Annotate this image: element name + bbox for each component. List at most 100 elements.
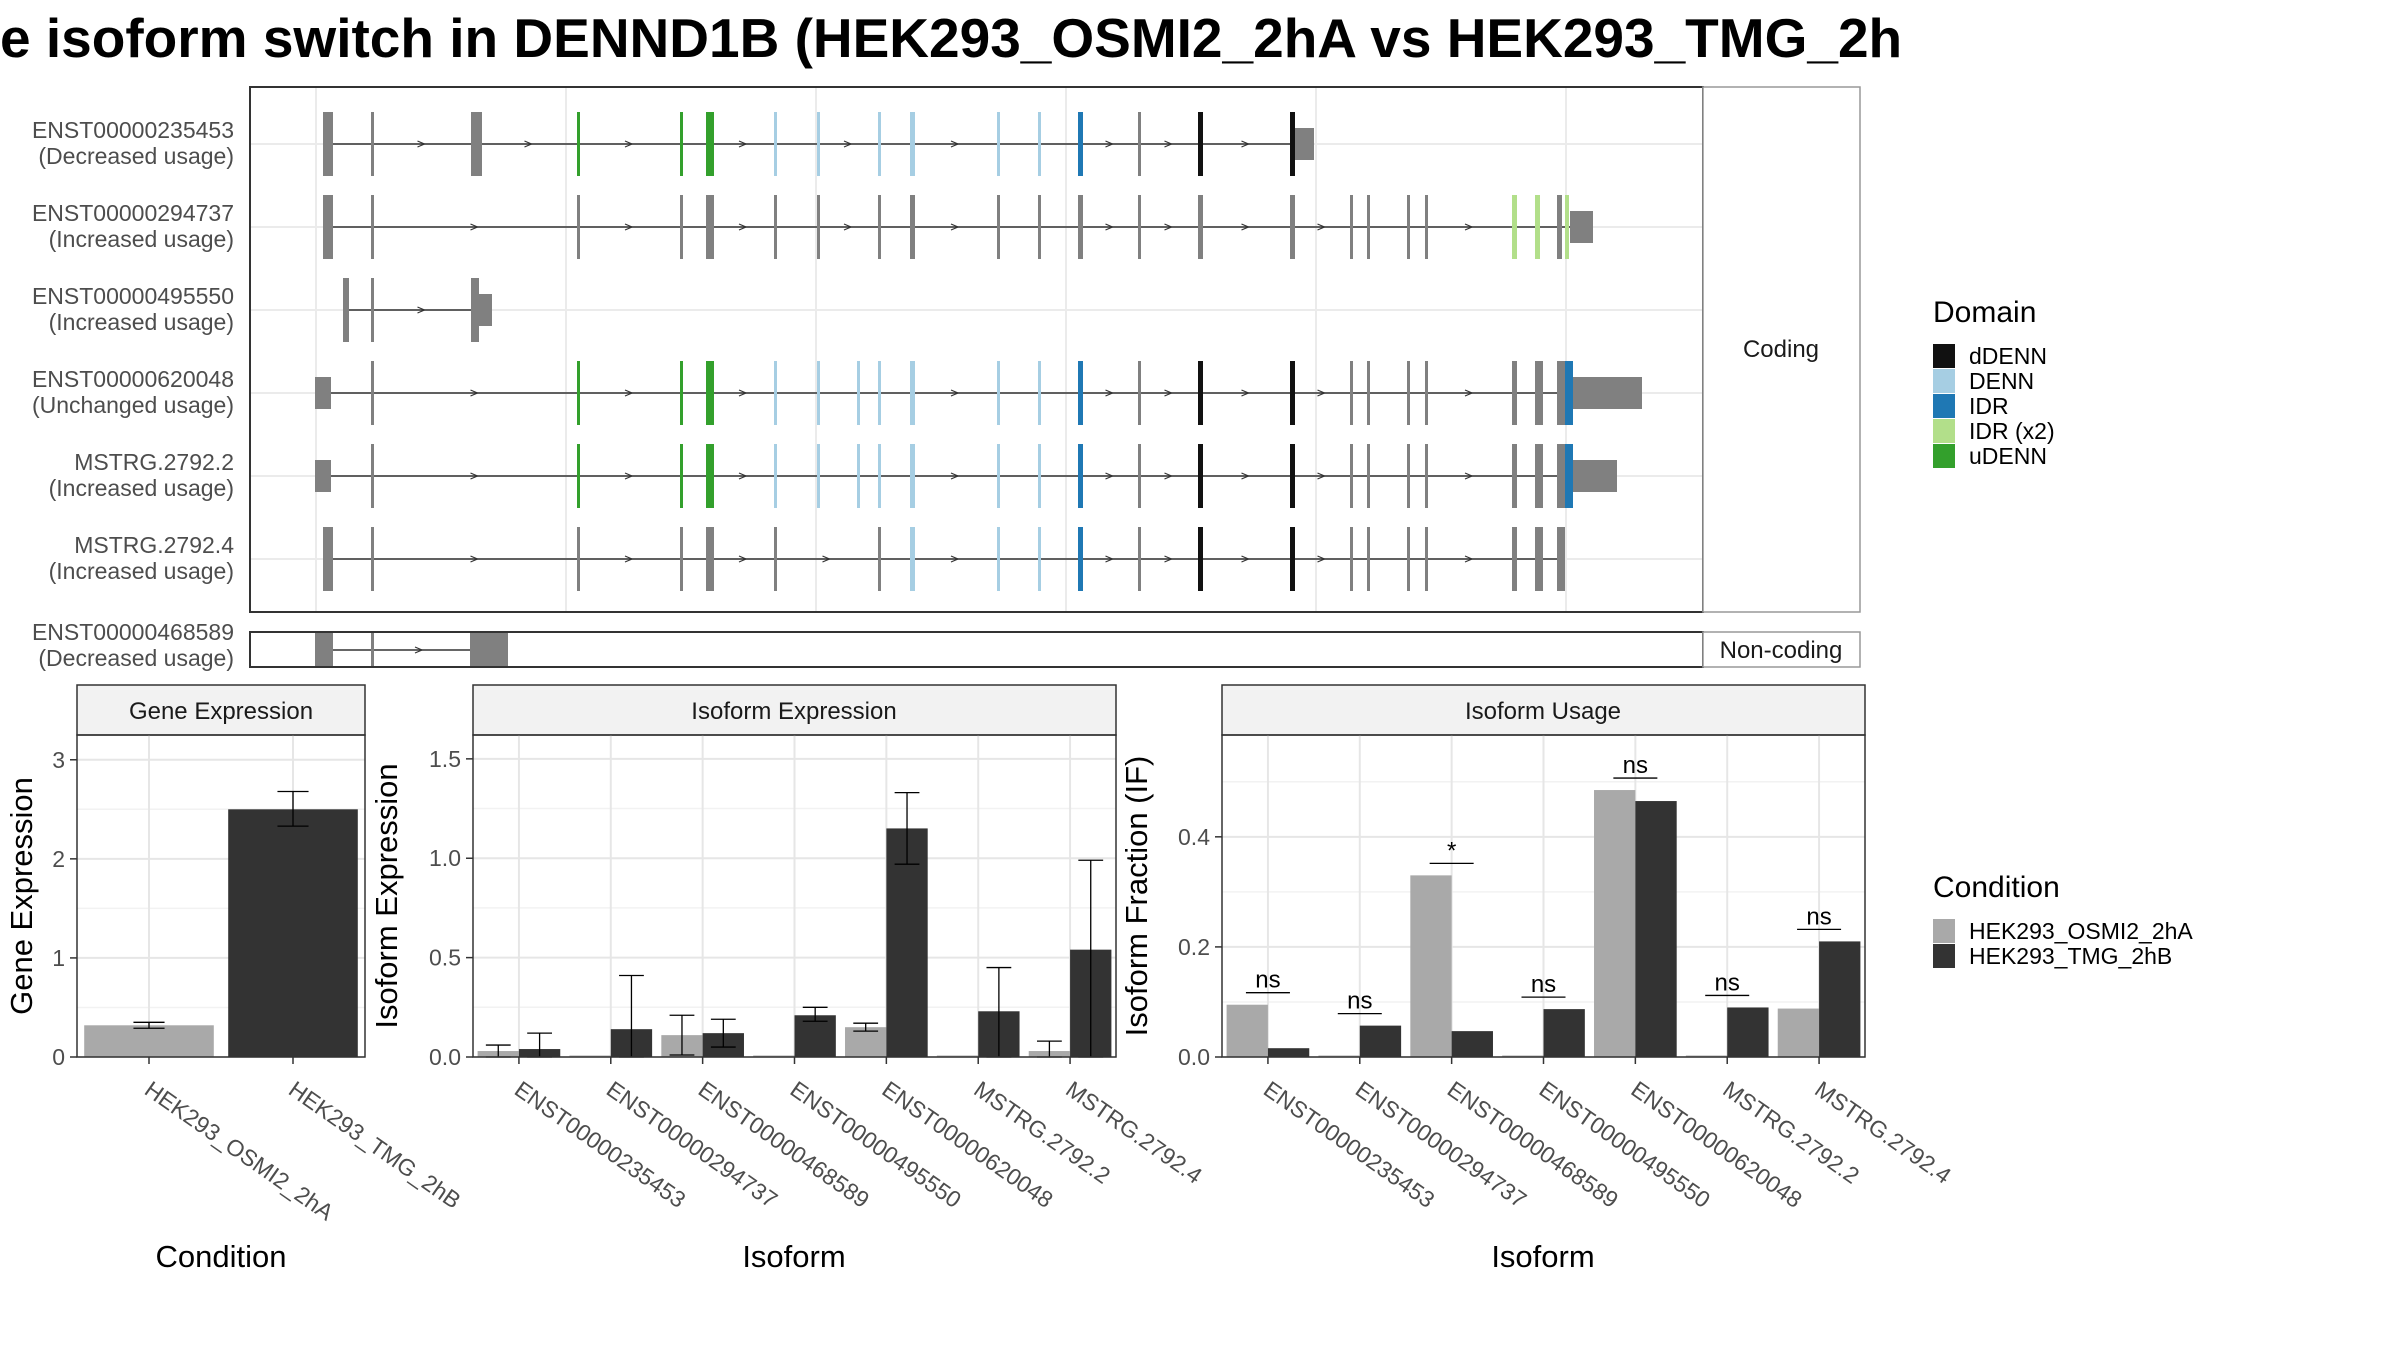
strand-arrow xyxy=(1464,472,1474,480)
exon xyxy=(910,527,915,591)
gene-expression-border xyxy=(76,734,366,1058)
strand-arrow xyxy=(524,140,534,148)
osmi-swatch xyxy=(1933,919,1955,943)
strand-arrow xyxy=(470,472,480,480)
exon xyxy=(680,527,683,591)
transcript-label-5-id: MSTRG.2792.4 xyxy=(74,532,234,558)
condition-legend: Condition HEK293_OSMI2_2hA HEK293_TMG_2h… xyxy=(1933,871,2193,969)
strand-arrow xyxy=(950,223,960,231)
exon xyxy=(577,527,580,591)
strand-arrow xyxy=(1164,140,1174,148)
strand-arrow xyxy=(470,223,480,231)
strand-arrow xyxy=(624,223,634,231)
transcript-label-6-id: ENST00000468589 xyxy=(32,619,234,645)
exon xyxy=(1350,527,1353,591)
exon xyxy=(1078,195,1083,259)
strand-arrow xyxy=(624,555,634,563)
uDENN-label: uDENN xyxy=(1969,443,2047,469)
exon xyxy=(774,444,777,508)
exon xyxy=(1407,444,1410,508)
exon xyxy=(371,361,374,425)
strand-arrow xyxy=(738,140,748,148)
exon xyxy=(1038,195,1041,259)
y-tick-label: 0 xyxy=(52,1044,65,1070)
exon xyxy=(371,112,374,176)
exon xyxy=(706,112,714,176)
exon xyxy=(1565,195,1569,259)
strand-arrow xyxy=(414,646,424,654)
x-tick-label: ENST00000495550 xyxy=(786,1076,966,1213)
strand-arrow xyxy=(1164,223,1174,231)
exon xyxy=(1512,195,1517,259)
bar xyxy=(794,1015,836,1057)
strand-arrow xyxy=(1317,223,1327,231)
exon xyxy=(1290,195,1295,259)
IDR-label: IDR xyxy=(1969,393,2009,419)
isoform-usage-xlabel: Isoform xyxy=(1491,1239,1594,1274)
exon xyxy=(1038,112,1041,176)
strand-arrow xyxy=(470,555,480,563)
exon xyxy=(1367,444,1370,508)
bar xyxy=(1267,1048,1310,1057)
strand-arrow xyxy=(1241,472,1251,480)
exon xyxy=(1138,361,1141,425)
exon xyxy=(1557,527,1565,591)
gene-expression-xlabel: Condition xyxy=(156,1239,287,1274)
significance-label: ns xyxy=(1715,969,1740,996)
exon xyxy=(910,195,915,259)
bar xyxy=(1777,1008,1820,1057)
strand-arrow xyxy=(1105,389,1115,397)
bar xyxy=(1819,941,1861,1057)
x-tick-label: ENST00000495550 xyxy=(1535,1076,1715,1213)
domain-legend-title: Domain xyxy=(1933,296,2036,329)
exon xyxy=(1350,361,1353,425)
exon xyxy=(1290,361,1295,425)
gene-expression-strip xyxy=(76,684,366,736)
exon xyxy=(910,361,915,425)
dDENN-label: dDENN xyxy=(1969,343,2047,369)
strand-arrow xyxy=(1464,223,1474,231)
exon xyxy=(706,527,714,591)
exon xyxy=(997,361,1000,425)
bar xyxy=(1359,1025,1402,1057)
exon xyxy=(470,633,508,666)
exon xyxy=(1425,361,1428,425)
strand-arrow xyxy=(417,306,427,314)
exon xyxy=(774,527,777,591)
exon xyxy=(577,112,580,176)
strand-arrow xyxy=(1317,389,1327,397)
bar xyxy=(1451,1031,1493,1057)
exon xyxy=(878,527,881,591)
strand-arrow xyxy=(738,472,748,480)
exon xyxy=(371,195,374,259)
exon xyxy=(577,444,580,508)
exon xyxy=(1367,361,1370,425)
y-tick-label: 1.5 xyxy=(429,746,461,772)
exon xyxy=(1512,527,1517,591)
y-tick-label: 0.2 xyxy=(1178,934,1210,960)
strand-arrow xyxy=(1164,472,1174,480)
exon xyxy=(315,633,333,666)
exon xyxy=(1078,361,1083,425)
exon xyxy=(323,195,333,259)
exon xyxy=(997,527,1000,591)
strand-arrow xyxy=(950,140,960,148)
strand-arrow xyxy=(1241,555,1251,563)
isoform-expression-xlabel: Isoform xyxy=(742,1239,845,1274)
significance-label: ns xyxy=(1531,971,1556,998)
exon xyxy=(1535,527,1543,591)
bar xyxy=(1410,875,1452,1057)
strand-arrow xyxy=(624,389,634,397)
bar xyxy=(1727,1007,1769,1057)
exon xyxy=(323,112,333,176)
strand-arrow xyxy=(624,140,634,148)
exon xyxy=(1425,527,1428,591)
exon xyxy=(1570,211,1593,243)
exon xyxy=(1138,195,1141,259)
strand-arrow xyxy=(470,389,480,397)
exon xyxy=(680,444,683,508)
bar xyxy=(1543,1009,1585,1057)
strand-arrow xyxy=(1241,223,1251,231)
bar xyxy=(1594,790,1636,1057)
strand-arrow xyxy=(950,555,960,563)
